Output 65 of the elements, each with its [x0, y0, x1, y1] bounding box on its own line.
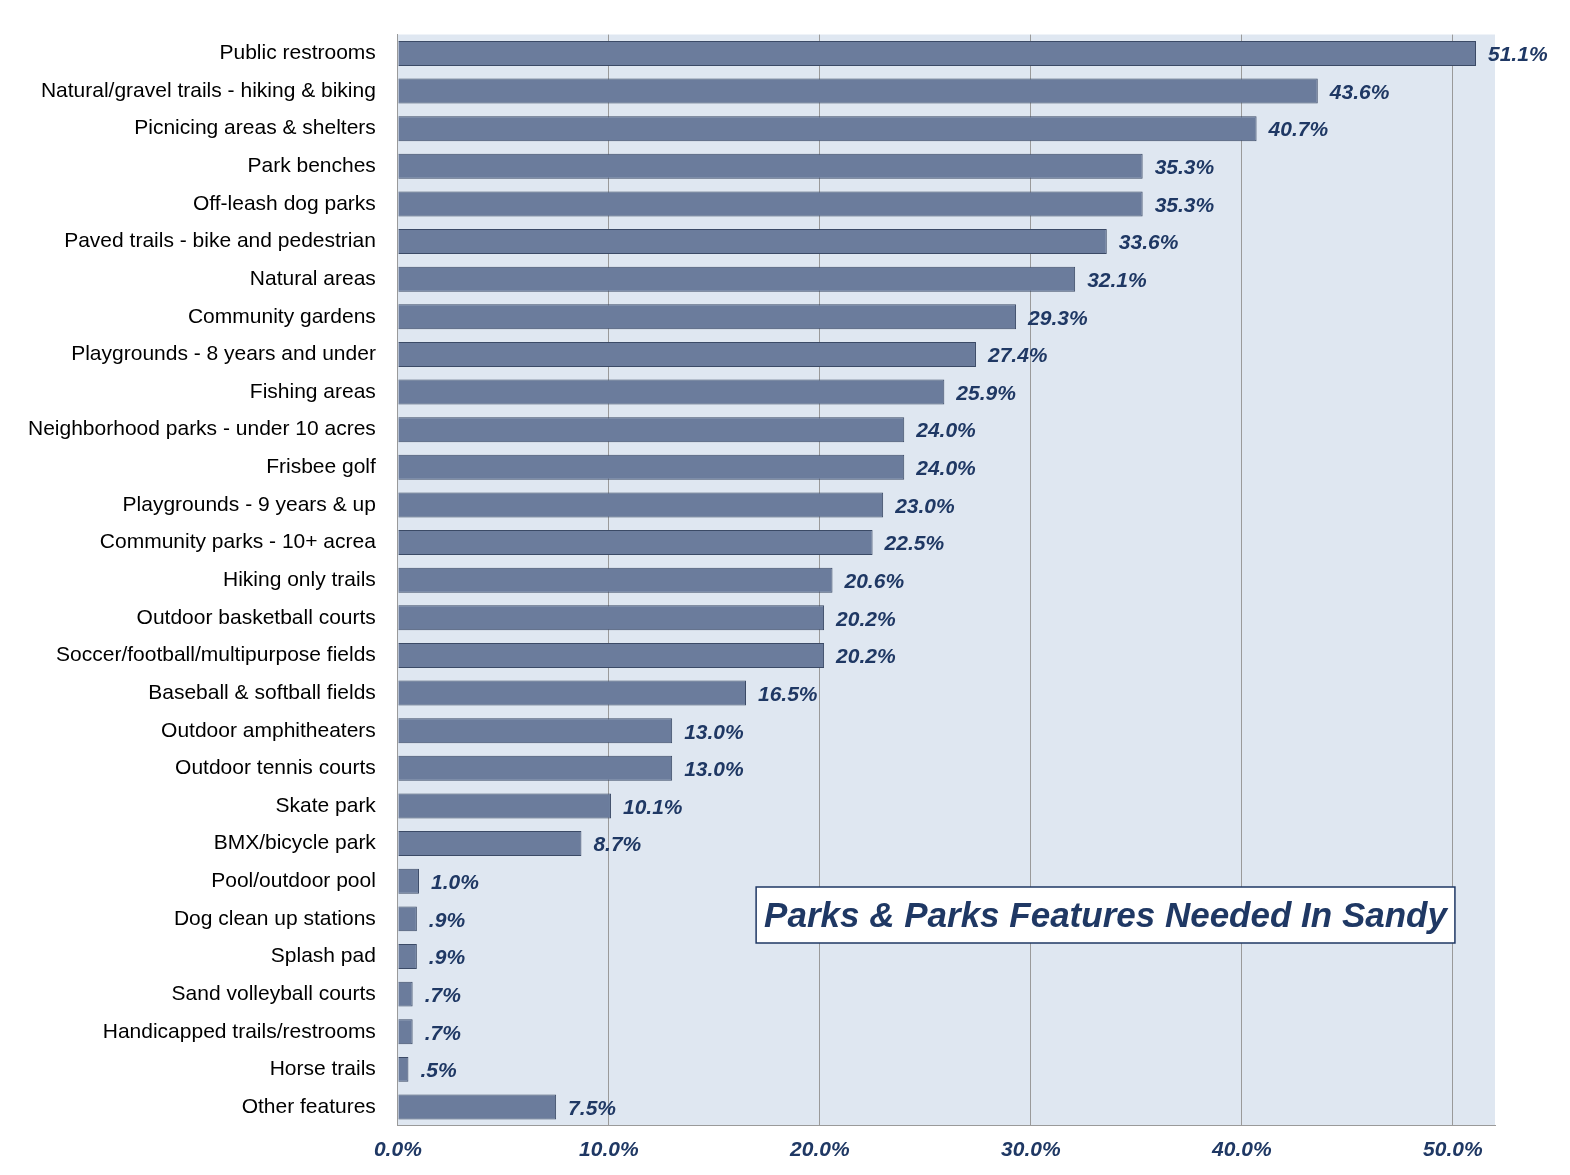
data-label: 35.3%: [1154, 192, 1215, 216]
y-tick-label: Park benches: [247, 153, 376, 177]
y-tick-label: Outdoor basketball courts: [136, 604, 376, 628]
data-label: 8.7%: [593, 832, 642, 856]
data-label: 33.6%: [1118, 230, 1179, 254]
data-label: .9%: [428, 945, 466, 969]
data-label: 1.0%: [430, 870, 480, 894]
data-label: 20.6%: [843, 569, 905, 592]
data-label: 43.6%: [1328, 79, 1390, 103]
data-label: 23.0%: [894, 493, 956, 517]
data-label: 7.5%: [568, 1095, 617, 1119]
y-tick-label: BMX/bicycle park: [213, 830, 377, 854]
y-tick-label: Playgrounds - 8 years and under: [71, 341, 376, 365]
y-tick-label: Neighborhood parks - under 10 acres: [28, 416, 376, 440]
data-label: 22.5%: [883, 531, 945, 555]
data-label: 25.9%: [955, 380, 1017, 404]
y-tick-label: Handicapped trails/restrooms: [102, 1018, 376, 1042]
y-tick-label: Fishing areas: [249, 378, 376, 402]
x-tick-label: 20.0%: [789, 1137, 850, 1161]
y-tick-label: Frisbee golf: [266, 454, 377, 478]
x-tick-label: 50.0%: [1423, 1137, 1483, 1161]
y-tick-label: Natural/gravel trails - hiking & biking: [40, 77, 376, 101]
data-label: 10.1%: [622, 794, 683, 818]
data-label: .5%: [420, 1058, 457, 1082]
y-tick-label: Baseball & softball fields: [148, 679, 376, 703]
y-tick-label: Picnicing areas & shelters: [134, 115, 376, 139]
data-label: 40.7%: [1267, 117, 1329, 141]
data-label: 27.4%: [986, 343, 1048, 367]
data-label: 20.2%: [835, 644, 896, 668]
y-tick-label: Sand volleyball courts: [171, 980, 376, 1004]
y-tick-label: Outdoor amphitheaters: [161, 717, 376, 741]
y-tick-label: Soccer/football/multipurpose fields: [56, 642, 376, 666]
x-tick-label: 40.0%: [1211, 1137, 1272, 1161]
x-tick-label: 10.0%: [579, 1137, 639, 1161]
y-tick-label: Natural areas: [249, 265, 376, 289]
y-tick-label: Off-leash dog parks: [192, 190, 376, 214]
data-label: 16.5%: [758, 681, 818, 705]
data-label: .9%: [428, 907, 466, 931]
data-label: 35.3%: [1154, 155, 1215, 179]
y-tick-label: Skate park: [275, 792, 377, 816]
y-tick-label: Pool/outdoor pool: [211, 868, 376, 892]
y-tick-label: Playgrounds - 9 years & up: [122, 491, 376, 515]
data-label: 29.3%: [1027, 305, 1088, 329]
data-label: 24.0%: [915, 456, 977, 480]
text: Parks & Parks Features Needed In Sandy: [764, 894, 1449, 934]
y-tick-label: Dog clean up stations: [173, 905, 376, 929]
data-label: 13.0%: [684, 757, 745, 781]
x-tick-label: 0.0%: [373, 1137, 423, 1161]
y-tick-label: Outdoor tennis courts: [175, 755, 376, 779]
y-tick-label: Hiking only trails: [222, 567, 376, 590]
y-tick-label: Public restrooms: [219, 40, 376, 64]
y-tick-label: Community parks - 10+ acrea: [99, 529, 377, 553]
x-tick-label: 30.0%: [1001, 1137, 1061, 1161]
data-label: .7%: [424, 982, 462, 1006]
data-label: 51.1%: [1488, 42, 1548, 66]
y-tick-label: Community gardens: [187, 303, 376, 327]
y-tick-label: Horse trails: [269, 1056, 376, 1080]
data-label: .7%: [424, 1020, 462, 1044]
y-tick-label: Other features: [241, 1093, 376, 1117]
data-label: 24.0%: [915, 418, 977, 442]
data-label: 20.2%: [835, 606, 896, 630]
data-label: 32.1%: [1087, 267, 1148, 291]
y-tick-label: Splash pad: [270, 943, 376, 967]
y-tick-label: Paved trails - bike and pedestrian: [64, 228, 376, 252]
data-label: 13.0%: [684, 719, 745, 743]
